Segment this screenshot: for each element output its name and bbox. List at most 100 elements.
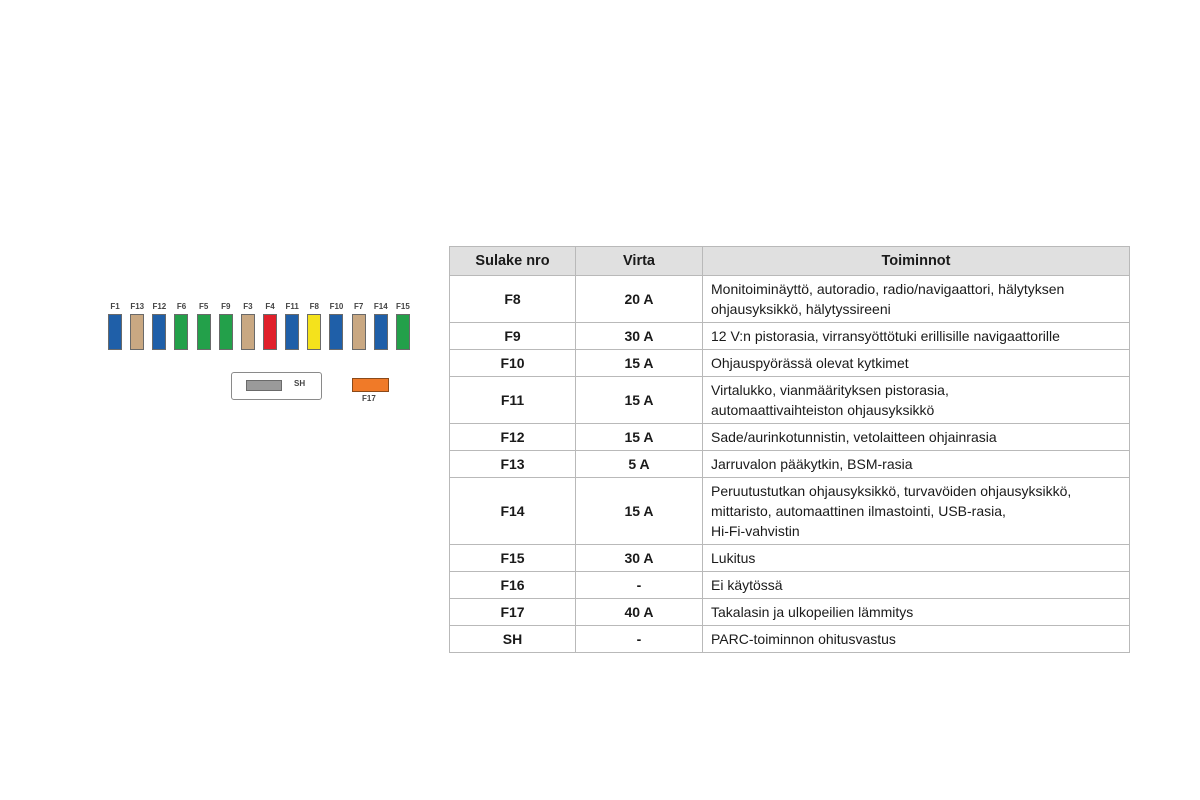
fuse-label: F3 xyxy=(243,302,253,311)
fuse-number-cell: F12 xyxy=(449,423,576,451)
fuse xyxy=(218,314,233,350)
header-fuse-number: Sulake nro xyxy=(449,246,576,276)
table-row: F11 15 A Virtalukko, vianmäärityksen pisto… xyxy=(449,376,1130,424)
function-text-line: Hi-Fi-vahvistin xyxy=(711,523,800,539)
fuse-number-cell: F15 xyxy=(449,544,576,572)
current-cell: 30 A xyxy=(575,544,703,572)
function-text-line: 12 V:n pistorasia, virransyöttötuki eril… xyxy=(711,328,1060,344)
fuse-number-cell: F17 xyxy=(449,598,576,626)
fuse-slot: F8 xyxy=(303,300,325,350)
function-text-line: automaattivaihteiston ohjausyksikkö xyxy=(711,402,935,418)
fuse-number-cell: F14 xyxy=(449,477,576,545)
fuse-slot: F6 xyxy=(170,300,192,350)
function-text-line: Jarruvalon pääkytkin, BSM-rasia xyxy=(711,456,913,472)
fuse xyxy=(395,314,410,350)
current-cell: 5 A xyxy=(575,450,703,478)
fuse-slot: F14 xyxy=(370,300,392,350)
f17-label: F17 xyxy=(362,394,376,403)
function-text-line: mittaristo, automaattinen ilmastointi, U… xyxy=(711,503,1006,519)
fuse-slot: F3 xyxy=(237,300,259,350)
sh-fuse xyxy=(246,380,282,391)
fuse-slot: F13 xyxy=(126,300,148,350)
fuse-label: F10 xyxy=(329,302,344,311)
fuse-label: F13 xyxy=(130,302,145,311)
fuse-label: F8 xyxy=(309,302,319,311)
current-cell: - xyxy=(575,625,703,653)
functions-cell: Peruutustutkan ohjausyksikkö, turvavöide… xyxy=(702,477,1130,545)
fuse-slot: F5 xyxy=(193,300,215,350)
current-cell: 15 A xyxy=(575,423,703,451)
fuse-label: F5 xyxy=(198,302,209,311)
fuse-slot: F9 xyxy=(215,300,237,350)
fuse xyxy=(174,314,189,350)
fuse xyxy=(196,314,211,350)
function-text-line: Ohjauspyörässä olevat kytkimet xyxy=(711,355,909,371)
fuse xyxy=(108,314,123,350)
fuse xyxy=(373,314,388,350)
functions-cell: 12 V:n pistorasia, virransyöttötuki eril… xyxy=(702,322,1130,350)
fuse-slot: F1 xyxy=(104,300,126,350)
fuse-label: F14 xyxy=(373,302,388,311)
fuse-slot: F4 xyxy=(259,300,281,350)
table-header-row: Sulake nro Virta Toiminnot xyxy=(449,246,1130,276)
function-text-line: ohjausyksikkö, hälytyssireeni xyxy=(711,301,891,317)
fuse-number-cell: SH xyxy=(449,625,576,653)
f17-fuse xyxy=(352,378,389,392)
fuse-number-cell: F8 xyxy=(449,275,576,323)
fuse-number-cell: F9 xyxy=(449,322,576,350)
function-text-line: Peruutustutkan ohjausyksikkö, turvavöide… xyxy=(711,483,1072,499)
table-row: SH - PARC-toiminnon ohitusvastus xyxy=(449,625,1130,653)
fuse xyxy=(307,314,322,350)
table-row: F16- Ei käytössä xyxy=(449,571,1130,599)
fuse-number-cell: F10 xyxy=(449,349,576,377)
table-row: F10 15 A Ohjauspyörässä olevat kytkimet xyxy=(449,349,1130,377)
current-cell: 15 A xyxy=(575,349,703,377)
header-functions: Toiminnot xyxy=(702,246,1130,276)
table-row: F15 30 A Lukitus xyxy=(449,544,1130,572)
fuse-label: F6 xyxy=(176,302,187,311)
fuse-number-cell: F13 xyxy=(449,450,576,478)
fuse-box-diagram: F1 F13 F12 F6 F5 F9 F3 F4 F11 F8 F10 F7 F14 F15 SH F1… xyxy=(100,300,420,410)
functions-cell: Virtalukko, vianmäärityksen pistorasia, a… xyxy=(702,376,1130,424)
fuse-label: F7 xyxy=(353,302,364,311)
table-row: F17 40 A Takalasin ja ulkopeilien lämmitys xyxy=(449,598,1130,626)
header-current: Virta xyxy=(575,246,703,276)
current-cell: 40 A xyxy=(575,598,703,626)
function-text-line: PARC-toiminnon ohitusvastus xyxy=(711,631,896,647)
fuse-slot: F7 xyxy=(348,300,370,350)
table-row: F14 15 A Peruutustutkan ohjausyksikkö, tur… xyxy=(449,477,1130,545)
function-text-line: Lukitus xyxy=(711,550,756,566)
fuse-label: F4 xyxy=(265,302,275,311)
fuse-label: F15 xyxy=(396,302,410,311)
current-cell: - xyxy=(575,571,703,599)
fuse-label: F12 xyxy=(152,302,167,311)
functions-cell: Takalasin ja ulkopeilien lämmitys xyxy=(702,598,1130,626)
current-cell: 15 A xyxy=(575,376,703,424)
fuse-table: Sulake nro Virta Toiminnot F8 20 A Monitoi… xyxy=(449,246,1130,653)
sh-label: SH xyxy=(294,379,306,388)
function-text-line: Takalasin ja ulkopeilien lämmitys xyxy=(711,604,914,620)
fuse-number-cell: F11 xyxy=(449,376,576,424)
fuse-slot: F12 xyxy=(148,300,170,350)
fuse-label: F11 xyxy=(285,302,299,311)
table-row: F12 15 A Sade/aurinkotunnistin, vetolaitte… xyxy=(449,423,1130,451)
fuse xyxy=(351,314,366,350)
fuse xyxy=(240,314,255,350)
fuse-number-cell: F16 xyxy=(449,571,576,599)
functions-cell: PARC-toiminnon ohitusvastus xyxy=(702,625,1130,653)
function-text-line: Virtalukko, vianmäärityksen pistorasia, xyxy=(711,382,949,398)
current-cell: 15 A xyxy=(575,477,703,545)
table-row: F9 30 A 12 V:n pistorasia, virransyöttötuk… xyxy=(449,322,1130,350)
fuse-row: F1 F13 F12 F6 F5 F9 F3 F4 F11 F8 F10 F7 F14 F15 xyxy=(104,300,414,350)
fuse xyxy=(263,314,278,350)
fuse xyxy=(285,314,300,350)
functions-cell: Jarruvalon pääkytkin, BSM-rasia xyxy=(702,450,1130,478)
function-text-line: Ei käytössä xyxy=(711,577,783,593)
fuse-label: F1 xyxy=(110,302,120,311)
fuse xyxy=(329,314,344,350)
functions-cell: Sade/aurinkotunnistin, vetolaitteen ohja… xyxy=(702,423,1130,451)
functions-cell: Ei käytössä xyxy=(702,571,1130,599)
current-cell: 20 A xyxy=(575,275,703,323)
fuse-slot: F15 xyxy=(392,300,414,350)
functions-cell: Lukitus xyxy=(702,544,1130,572)
